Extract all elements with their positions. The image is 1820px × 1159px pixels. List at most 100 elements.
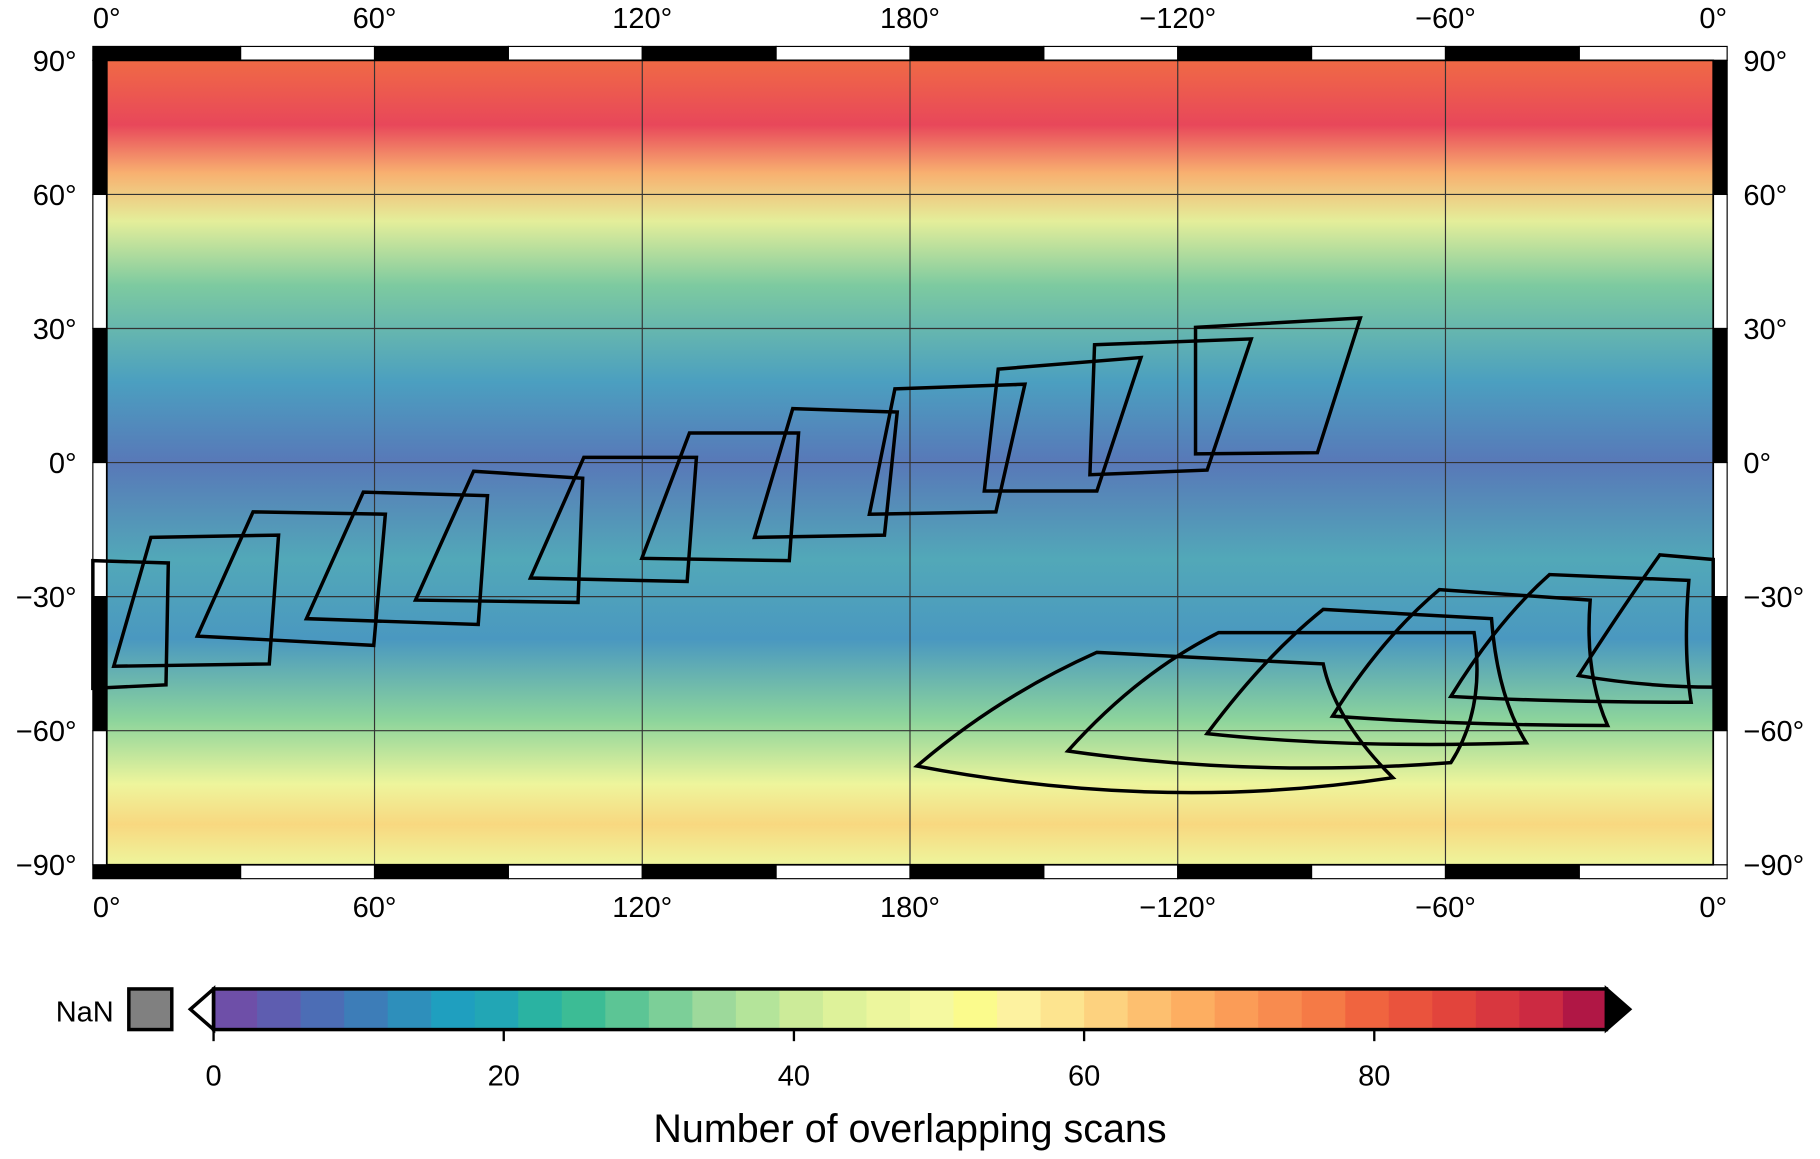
frame-band: [507, 45, 643, 61]
footprint: [1088, 337, 1254, 477]
colorbar-swatch: [648, 988, 693, 1030]
axis-labels: 0° 0° 60° 60° 120° 120° 180° 180° −120° −120° −60°…: [16, 3, 1804, 924]
frame-band: [240, 45, 376, 61]
lon-label: −60°: [1415, 892, 1476, 924]
lat-label: −30°: [16, 582, 77, 614]
lat-label: 90°: [33, 46, 77, 78]
map-border: [105, 59, 1715, 866]
frame-band: [92, 59, 108, 196]
lon-label: 180°: [880, 3, 940, 35]
lon-label: 0°: [93, 3, 121, 35]
colorbar-swatch: [1562, 988, 1608, 1030]
lon-label: 0°: [93, 892, 121, 924]
footprint: [913, 650, 1397, 795]
lon-label: 60°: [353, 892, 397, 924]
colorbar-swatch: [213, 988, 258, 1030]
colorbar-swatch: [1214, 988, 1259, 1030]
lat-label: 30°: [1743, 314, 1787, 346]
colorbar-swatch: [1388, 988, 1433, 1030]
colorbar-swatch: [692, 988, 737, 1030]
lon-label: −120°: [1139, 892, 1216, 924]
frame-band: [240, 864, 376, 880]
colorbar-swatch: [1040, 988, 1085, 1030]
frame-band: [1177, 45, 1313, 61]
footprint: [1203, 607, 1530, 747]
nan-swatch: [127, 987, 174, 1032]
map-frame: [92, 45, 1728, 880]
colorbar-swatch: [1258, 988, 1303, 1030]
footprint: [752, 406, 900, 540]
lon-label: 0°: [1699, 3, 1727, 35]
lat-label: −60°: [1743, 716, 1804, 748]
colorbar-swatch: [866, 988, 911, 1030]
colorbar-swatch: [257, 988, 302, 1030]
colorbar-swatch: [561, 988, 606, 1030]
footprint: [1193, 316, 1363, 456]
lat-label: 90°: [1743, 46, 1787, 78]
colorbar-swatch: [300, 988, 345, 1030]
lon-label: 180°: [880, 892, 940, 924]
colorbar-label: Number of overlapping scans: [653, 1107, 1166, 1151]
below-range: [187, 985, 216, 1034]
colorbar-swatch: [1301, 988, 1346, 1030]
lon-label: 60°: [353, 3, 397, 35]
frame-band: [1177, 864, 1313, 880]
frame-band: [909, 864, 1045, 880]
scan-footprints: [91, 316, 1715, 795]
colorbar-swatch: [1345, 988, 1390, 1030]
frame-band: [641, 45, 777, 61]
frame-band: [507, 864, 643, 880]
frame-band: [92, 864, 242, 880]
colorbar-swatch: [953, 988, 998, 1030]
colorbar-swatch: [1432, 988, 1477, 1030]
frame-band: [92, 461, 108, 598]
frame-band: [1712, 461, 1728, 598]
colorbar-swatch: [1475, 988, 1520, 1030]
footprint: [1447, 572, 1694, 704]
lat-label: 0°: [49, 448, 77, 480]
frame-band: [1578, 45, 1728, 61]
frame-band: [1712, 730, 1728, 866]
colorbar-swatch: [474, 988, 519, 1030]
frame-band: [1444, 45, 1580, 61]
colorbar-tick-label: 0: [206, 1060, 222, 1092]
colorbar-swatch: [387, 988, 432, 1030]
frame-band: [1311, 45, 1447, 61]
lat-label: −60°: [16, 716, 77, 748]
lat-label: −90°: [16, 850, 77, 882]
above-range: [1604, 985, 1633, 1034]
colorbar: NaN 0 20 40 60 80 Number of overlapping scans: [56, 985, 1633, 1151]
frame-band: [373, 864, 509, 880]
colorbar-swatch: [779, 988, 824, 1030]
frame-band: [373, 45, 509, 61]
frame-band: [92, 193, 108, 330]
lat-label: −90°: [1743, 850, 1804, 882]
frame-band: [92, 730, 108, 866]
lat-label: 30°: [33, 314, 77, 346]
footprint: [1575, 553, 1715, 689]
frame-band: [92, 45, 242, 61]
colorbar-swatch: [431, 988, 476, 1030]
colorbar-swatch: [735, 988, 780, 1030]
frame-band: [1578, 864, 1728, 880]
colorbar-swatch: [1171, 988, 1216, 1030]
lat-label: 0°: [1743, 448, 1771, 480]
footprint: [867, 382, 1028, 516]
footprint: [1064, 630, 1479, 770]
frame-band: [775, 45, 911, 61]
colorbar-tick-label: 20: [488, 1060, 520, 1092]
frame-band: [1043, 45, 1179, 61]
frame-band: [909, 45, 1045, 61]
frame-band: [775, 864, 911, 880]
frame-band: [92, 327, 108, 464]
colorbar-border: [211, 987, 1609, 1032]
footprint: [639, 431, 801, 563]
colorbar-swatch: [344, 988, 389, 1030]
colorbar-swatch: [822, 988, 868, 1030]
footprint: [412, 469, 585, 605]
colorbar-tick-label: 80: [1358, 1060, 1390, 1092]
footprint: [303, 490, 490, 627]
nan-label: NaN: [56, 996, 114, 1028]
frame-band: [1444, 864, 1580, 880]
